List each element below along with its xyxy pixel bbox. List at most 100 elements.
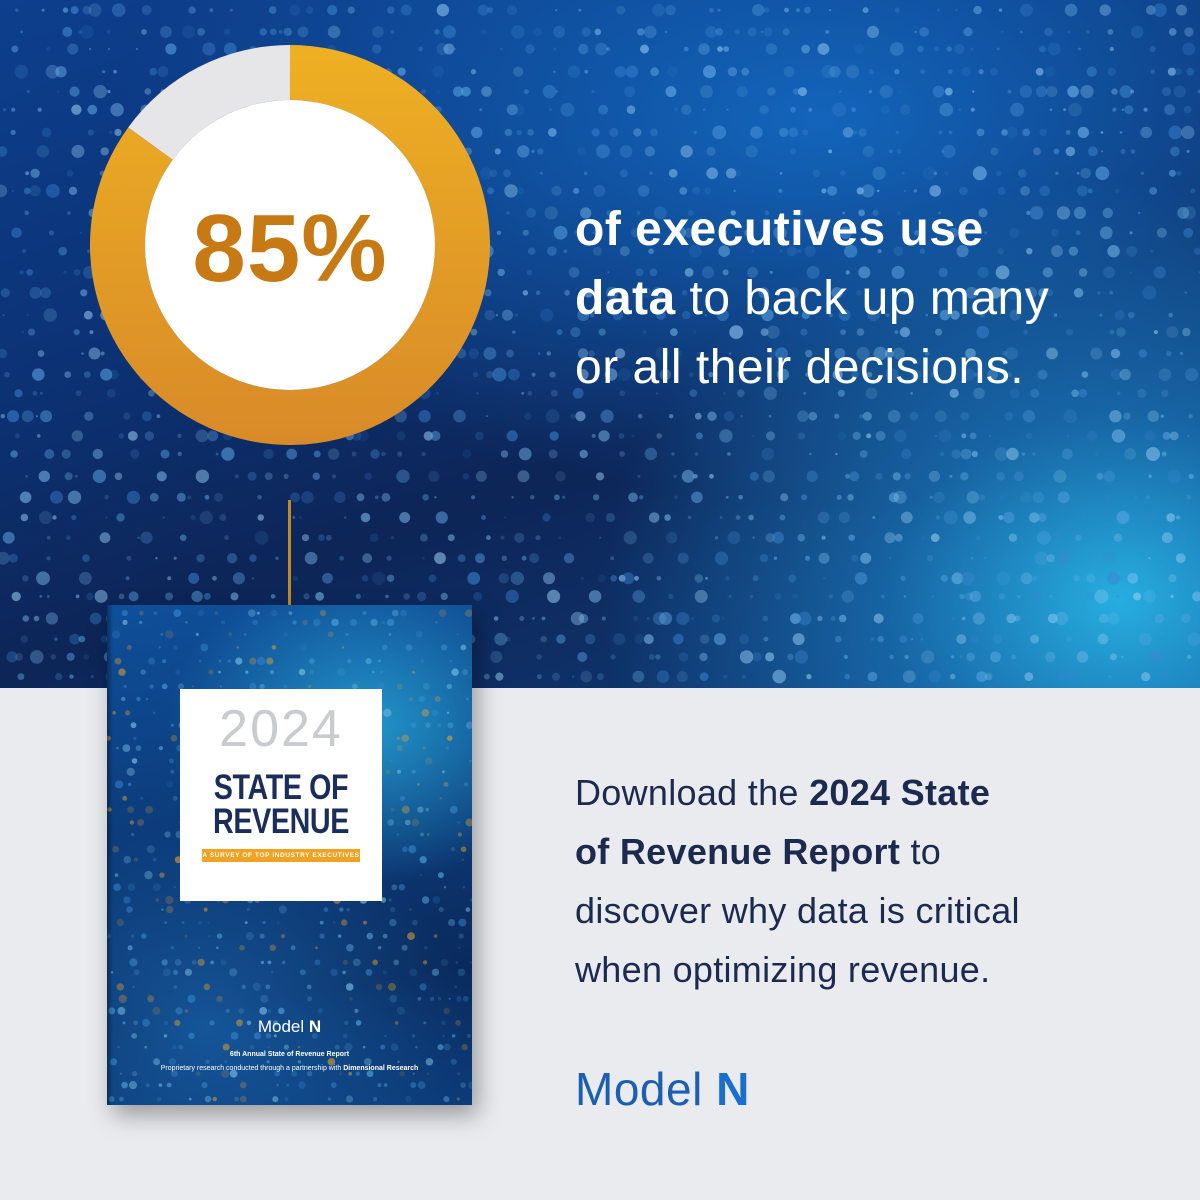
- decorative-dot: [742, 674, 746, 679]
- decorative-dot: [797, 533, 805, 542]
- report-cover-image[interactable]: 2024 STATE OF REVENUE A SURVEY OF TOP IN…: [107, 605, 472, 1105]
- decorative-dot: [236, 646, 239, 649]
- decorative-dot: [396, 469, 410, 483]
- stat-line-2: data to back up many: [575, 264, 1155, 333]
- decorative-dot: [973, 5, 982, 15]
- decorative-dot: [1123, 412, 1131, 420]
- decorative-dot: [424, 757, 433, 765]
- decorative-dot: [988, 434, 992, 438]
- decorative-dot: [1053, 469, 1067, 483]
- decorative-dot: [14, 389, 23, 398]
- decorative-dot: [396, 832, 400, 837]
- decorative-dot: [618, 433, 625, 439]
- decorative-dot: [24, 210, 30, 216]
- decorative-dot: [385, 594, 389, 599]
- decorative-dot: [70, 6, 79, 15]
- decorative-dot: [173, 609, 182, 617]
- decorative-dot: [66, 170, 74, 177]
- cta-bold-2[interactable]: of Revenue Report: [575, 831, 901, 872]
- decorative-dot: [485, 415, 488, 418]
- decorative-dot: [110, 103, 124, 117]
- decorative-dot: [58, 246, 67, 256]
- decorative-dot: [775, 347, 788, 360]
- decorative-dot: [1146, 5, 1156, 15]
- brand-logo[interactable]: Model N: [575, 1062, 750, 1116]
- decorative-dot: [1102, 551, 1117, 566]
- decorative-dot: [281, 960, 286, 965]
- decorative-dot: [135, 745, 142, 751]
- decorative-dot: [547, 127, 557, 137]
- decorative-dot: [787, 653, 794, 661]
- decorative-dot: [698, 352, 701, 355]
- decorative-dot: [1068, 102, 1082, 117]
- decorative-dot: [79, 571, 92, 585]
- decorative-dot: [164, 831, 171, 838]
- decorative-dot: [703, 65, 716, 79]
- decorative-dot: [1058, 552, 1071, 565]
- decorative-dot: [442, 1034, 445, 1037]
- decorative-dot: [447, 735, 453, 741]
- cta-bold-1[interactable]: 2024 State: [809, 772, 991, 813]
- decorative-dot: [856, 289, 862, 296]
- decorative-dot: [348, 1071, 352, 1076]
- decorative-dot: [174, 959, 182, 966]
- decorative-dot: [345, 1095, 354, 1103]
- decorative-dot: [489, 169, 498, 178]
- decorative-dot: [669, 414, 674, 419]
- decorative-dot: [390, 807, 395, 812]
- decorative-dot: [739, 650, 754, 664]
- decorative-dot: [933, 491, 945, 503]
- decorative-dot: [259, 683, 265, 690]
- decorative-dot: [919, 248, 926, 254]
- decorative-dot: [1142, 285, 1157, 300]
- donut-center: [145, 100, 435, 390]
- decorative-dot: [457, 832, 462, 837]
- decorative-dot: [344, 1020, 349, 1025]
- decorative-dot: [1154, 613, 1165, 624]
- decorative-dot: [540, 635, 547, 643]
- decorative-dot: [290, 945, 296, 951]
- decorative-dot: [228, 632, 232, 637]
- decorative-dot: [350, 618, 358, 626]
- decorative-dot: [36, 145, 50, 158]
- decorative-dot: [450, 1058, 457, 1065]
- decorative-dot: [1078, 388, 1088, 398]
- decorative-dot: [576, 147, 586, 156]
- decorative-dot: [370, 449, 380, 459]
- decorative-dot: [479, 167, 493, 180]
- decorative-dot: [1005, 126, 1018, 139]
- decorative-dot: [184, 934, 188, 938]
- decorative-dot: [122, 1021, 126, 1025]
- decorative-dot: [1127, 311, 1135, 319]
- decorative-dot: [11, 45, 19, 53]
- decorative-dot: [334, 491, 346, 504]
- decorative-dot: [618, 368, 631, 381]
- decorative-dot: [877, 635, 884, 643]
- decorative-dot: [116, 919, 124, 927]
- decorative-dot: [536, 674, 542, 680]
- decorative-dot: [165, 895, 174, 905]
- decorative-dot: [1144, 430, 1156, 442]
- decorative-dot: [133, 1020, 139, 1026]
- decorative-dot: [610, 556, 615, 561]
- decorative-dot: [1037, 512, 1047, 523]
- decorative-dot: [1150, 249, 1153, 253]
- decorative-dot: [633, 615, 639, 622]
- decorative-dot: [960, 411, 969, 421]
- decorative-dot: [792, 593, 799, 600]
- decorative-dot: [725, 168, 737, 179]
- decorative-dot: [475, 470, 487, 482]
- decorative-dot: [903, 189, 907, 192]
- decorative-dot: [152, 1006, 161, 1015]
- brand-logo-letter: N: [716, 1063, 750, 1115]
- decorative-dot: [579, 449, 588, 459]
- decorative-dot: [525, 44, 535, 54]
- decorative-dot: [880, 594, 885, 599]
- decorative-dot: [1068, 246, 1079, 256]
- decorative-dot: [691, 617, 694, 620]
- decorative-dot: [327, 25, 341, 39]
- decorative-dot: [838, 511, 850, 524]
- decorative-dot: [105, 516, 108, 519]
- decorative-dot: [572, 675, 575, 678]
- decorative-dot: [352, 683, 358, 690]
